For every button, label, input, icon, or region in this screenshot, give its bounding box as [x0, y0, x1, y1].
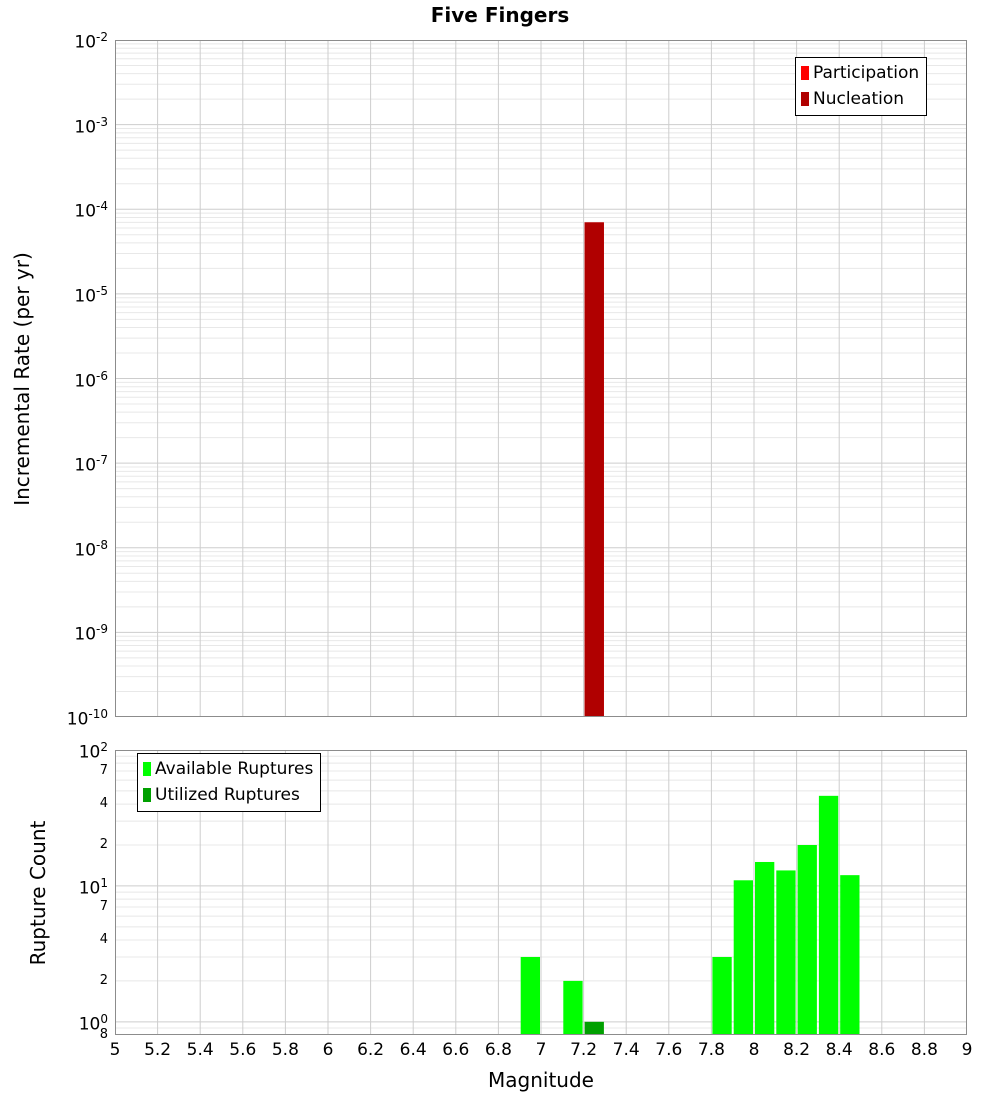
rupture-count-bar-available-ruptures: [733, 880, 753, 1035]
x-tick-label: 8.8: [910, 1040, 938, 1060]
rupture-count-y-minor-tick-label: 4: [99, 796, 108, 812]
x-tick-label: 8.4: [825, 1040, 853, 1060]
legend-entry-nucleation: Nucleation: [801, 86, 919, 112]
rupture-count-bar-available-ruptures: [776, 870, 796, 1035]
rupture-count-y-tick-label: 101: [78, 875, 108, 899]
legend-label-participation: Participation: [813, 63, 920, 83]
x-tick-label: 6.6: [442, 1040, 470, 1060]
x-tick-label: 5.2: [144, 1040, 172, 1060]
rupture-count-y-tick-label: 102: [78, 740, 108, 763]
incremental-rate-y-tick-label: 10-2: [74, 30, 108, 53]
rate-legend: Participation Nucleation: [795, 57, 928, 116]
x-axis-label: Magnitude: [488, 1068, 594, 1092]
x-tick-label: 5: [109, 1040, 121, 1060]
participation-swatch-icon: [801, 66, 809, 80]
x-tick-label: 7.2: [570, 1040, 598, 1060]
x-tick-label: 6.4: [399, 1040, 427, 1060]
incremental-rate-y-tick-label: 10-4: [74, 199, 108, 222]
rupture-count-y-minor-tick-label: 4: [99, 932, 108, 947]
rupture-count-plot-border: [115, 750, 967, 1035]
legend-entry-participation: Participation: [801, 60, 919, 86]
rupture-count-y-tick-label: 100: [78, 1011, 108, 1035]
incremental-rate-y-tick-label: 10-8: [74, 537, 108, 561]
rupture-count-y-minor-tick-label: 7: [99, 898, 108, 914]
rupture-count-bar-available-ruptures: [840, 875, 860, 1035]
incremental-rate-y-tick-label: 10-5: [74, 283, 108, 307]
x-tick-label: 8.2: [783, 1040, 811, 1060]
x-tick-label: 6.2: [357, 1040, 385, 1060]
incremental-rate-bar-nucleation: [584, 222, 604, 717]
rupture-count-y-minor-tick-label: 7: [99, 763, 108, 779]
x-tick-label: 8.6: [868, 1040, 896, 1060]
x-tick-label: 9: [961, 1040, 973, 1060]
utilized-swatch-icon: [143, 788, 151, 802]
incremental-rate-plot-border: [115, 40, 967, 717]
incremental-rate-y-tick-label: 10-7: [74, 453, 108, 476]
rupture-count-bar-utilized-ruptures: [584, 1021, 604, 1035]
incremental-rate-y-tick-label: 10-6: [74, 368, 108, 392]
rupture-count-bar-available-ruptures: [797, 845, 817, 1035]
legend-entry-available: Available Ruptures: [143, 756, 313, 782]
rupture-count-y-minor-tick-label: 2: [99, 837, 108, 852]
x-tick-label: 6: [322, 1040, 334, 1060]
rupture-count-bar-available-ruptures: [712, 956, 732, 1035]
x-tick-label: 8: [748, 1040, 760, 1060]
x-tick-label: 5.6: [229, 1040, 257, 1060]
legend-entry-utilized: Utilized Ruptures: [143, 782, 313, 808]
rupture-count-y-minor-tick-label: 8: [99, 1027, 108, 1042]
x-tick-label: 5.8: [271, 1040, 299, 1060]
nucleation-swatch-icon: [801, 92, 809, 106]
x-tick-label: 6.8: [484, 1040, 512, 1060]
rupture-count-bar-available-ruptures: [563, 980, 583, 1035]
x-tick-label: 7: [535, 1040, 547, 1060]
rupture-count-bar-available-ruptures: [818, 795, 839, 1035]
rupture-count-bar-available-ruptures: [755, 861, 775, 1035]
legend-label-nucleation: Nucleation: [813, 89, 905, 109]
count-legend: Available Ruptures Utilized Ruptures: [137, 753, 322, 812]
chart-title: Five Fingers: [430, 3, 570, 27]
incremental-rate-y-tick-label: 10-9: [74, 622, 108, 646]
incremental-rate-y-tick-label: 10-3: [74, 114, 108, 138]
x-tick-label: 7.6: [655, 1040, 683, 1060]
legend-label-utilized: Utilized Ruptures: [155, 785, 300, 805]
legend-label-available: Available Ruptures: [155, 759, 314, 779]
rupture-count-bar-available-ruptures: [520, 956, 540, 1035]
x-tick-label: 5.4: [186, 1040, 214, 1060]
x-tick-label: 7.8: [697, 1040, 725, 1060]
rupture-count-y-minor-tick-label: 2: [99, 972, 108, 988]
incremental-rate-y-tick-label: 10-10: [66, 707, 108, 730]
x-tick-label: 7.4: [612, 1040, 640, 1060]
available-swatch-icon: [143, 762, 151, 776]
